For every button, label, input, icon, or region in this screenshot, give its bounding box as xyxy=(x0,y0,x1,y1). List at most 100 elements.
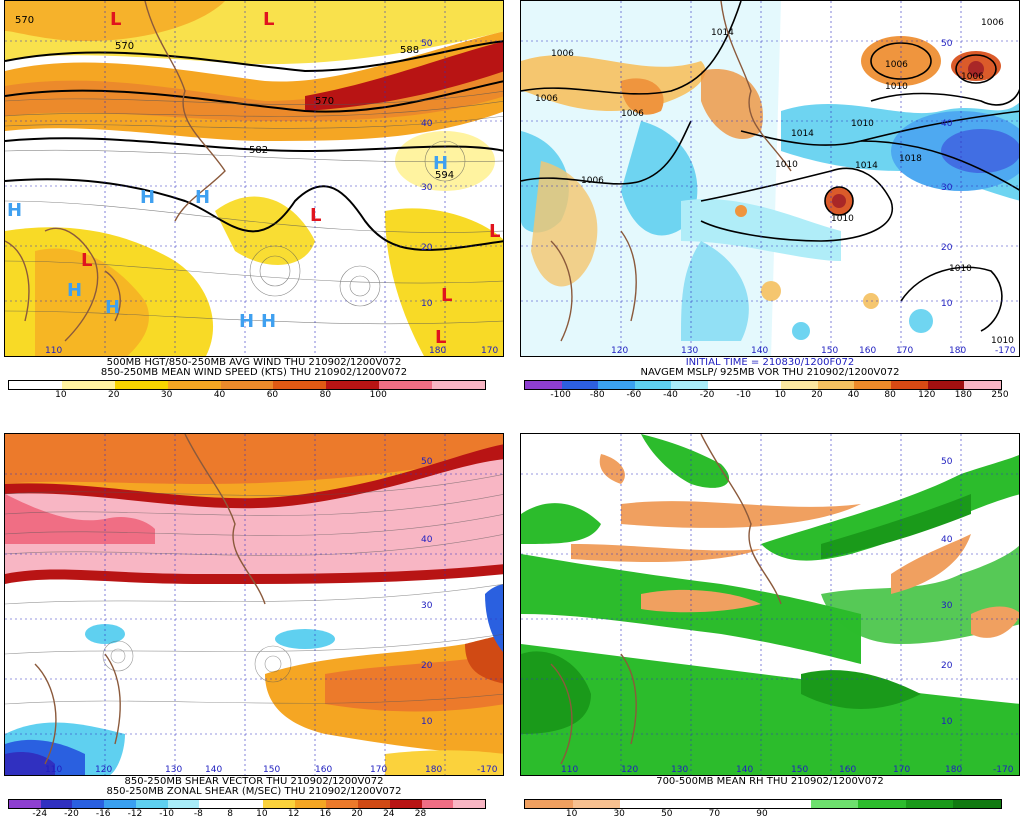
isobar-label: 1006 xyxy=(961,72,984,82)
color-scale-tick: 80 xyxy=(884,390,896,400)
color-scale-swatch xyxy=(167,800,200,808)
color-scale-tick: 90 xyxy=(756,809,768,819)
color-scale xyxy=(524,799,1002,809)
color-scale-tick: 120 xyxy=(918,390,936,400)
panel-caption: 850-250MB SHEAR VECTOR THU 210902/1200V0… xyxy=(124,776,384,787)
lat-label: 50 xyxy=(941,457,953,467)
lon-label: 160 xyxy=(839,765,856,775)
lat-label: 20 xyxy=(421,243,433,253)
color-scale-swatch xyxy=(561,381,599,389)
color-scale-swatch xyxy=(905,800,954,808)
color-scale-tick: 60 xyxy=(266,390,279,400)
color-scale-tick: -40 xyxy=(663,390,678,400)
color-scale-swatch xyxy=(810,800,859,808)
isobar-label: 1014 xyxy=(711,28,734,38)
color-scale-tick: 16 xyxy=(319,809,332,819)
lat-label: 20 xyxy=(941,243,953,253)
lon-label: 170 xyxy=(893,765,910,775)
color-scale-tick: 8 xyxy=(227,809,233,819)
color-scale-swatch xyxy=(634,381,672,389)
color-scale-swatch xyxy=(667,800,716,808)
low-pressure-letter: L xyxy=(489,221,500,242)
color-scale-tick: 30 xyxy=(160,390,173,400)
map-graphic: 50 40 30 20 10 110 120 130 140 150 160 1… xyxy=(521,434,1019,775)
map-mslp-vorticity: 1006 1014 1006 1010 1014 1006 1006 1010 … xyxy=(520,0,1020,357)
isobar-label: 1010 xyxy=(885,82,908,92)
lon-label: 130 xyxy=(165,765,182,775)
low-pressure-letter: L xyxy=(435,327,446,348)
color-scale-swatch xyxy=(432,381,486,389)
color-scale-tick: -20 xyxy=(64,809,79,819)
isobar-label: 1006 xyxy=(885,60,908,70)
lon-label: 140 xyxy=(736,765,753,775)
isobar-label: 1006 xyxy=(981,18,1004,28)
color-scale-swatch xyxy=(525,381,562,389)
color-scale-swatch xyxy=(817,381,855,389)
color-scale-swatch xyxy=(199,800,232,808)
color-scale-tick: -24 xyxy=(32,809,48,819)
color-scale-tick: 80 xyxy=(319,390,332,400)
height-label: 570 xyxy=(15,15,34,26)
color-scale-tick: 10 xyxy=(55,390,67,400)
color-scale-tick: 28 xyxy=(414,809,427,819)
color-scale-tick: 250 xyxy=(991,390,1009,400)
lon-label: 180 xyxy=(425,765,442,775)
color-scale-swatch xyxy=(964,381,1001,389)
color-scale-swatch xyxy=(231,800,263,808)
high-pressure-letter: H xyxy=(433,153,448,174)
isobar-label: 1006 xyxy=(621,109,644,119)
panel-caption: INITIAL TIME = 210830/1200F072 xyxy=(685,357,855,368)
lon-label: 130 xyxy=(681,346,698,356)
color-scale-swatch xyxy=(326,381,380,389)
lat-label: 10 xyxy=(421,717,433,727)
panel-caption: 700-500MB MEAN RH THU 210902/1200V072 xyxy=(656,776,884,787)
color-scale-swatch xyxy=(262,800,295,808)
panel-subcaption: NAVGEM MSLP/ 925MB VOR THU 210902/1200V0… xyxy=(640,367,900,378)
color-scale-tick: -10 xyxy=(159,809,175,819)
lon-label: 140 xyxy=(205,765,222,775)
color-scale-swatch xyxy=(326,800,359,808)
lat-label: 10 xyxy=(941,717,953,727)
color-scale-ticks: -24 -20 -16 -12 -10 -8 8 10 12 16 20 24 28 xyxy=(8,809,484,819)
color-scale-swatch xyxy=(421,800,454,808)
map-graphic: 570 570 582 588 570 594 L L L L L L L H … xyxy=(5,1,503,356)
color-scale-swatch xyxy=(220,381,274,389)
color-scale-swatch xyxy=(762,800,811,808)
isobar-label: 1006 xyxy=(551,49,574,59)
isobar-label: 1010 xyxy=(851,119,874,129)
high-pressure-letter: H xyxy=(105,297,120,318)
color-scale-swatch xyxy=(114,381,168,389)
color-scale-swatch xyxy=(389,800,422,808)
isobar-label: 1010 xyxy=(949,264,972,274)
lat-label: 30 xyxy=(941,601,953,611)
lon-label: 160 xyxy=(315,765,332,775)
color-scale-tick: -100 xyxy=(550,390,571,400)
color-scale-swatch xyxy=(358,800,390,808)
panel-500mb-height-wind: 570 570 582 588 570 594 L L L L L L L H … xyxy=(4,0,504,400)
height-label: 594 xyxy=(435,170,454,181)
color-scale-swatch xyxy=(453,800,486,808)
height-label: 570 xyxy=(115,41,134,52)
lon-label: 150 xyxy=(821,346,838,356)
panel-zonal-shear: 50 40 30 20 10 110 120 130 140 150 160 1… xyxy=(4,419,504,819)
low-pressure-letter: L xyxy=(310,205,321,226)
color-scale-tick: 20 xyxy=(108,390,120,400)
color-scale-swatch xyxy=(9,800,41,808)
map-graphic: 1006 1014 1006 1010 1014 1006 1006 1010 … xyxy=(521,1,1019,356)
lon-label: 120 xyxy=(621,765,638,775)
high-pressure-letter: H xyxy=(7,200,22,221)
color-scale-tick: -80 xyxy=(589,390,605,400)
height-label: 588 xyxy=(400,45,419,56)
color-scale-ticks: -100 -80 -60 -40 -20 -10 10 20 40 80 120 180 250 xyxy=(524,390,1008,400)
lat-label: 10 xyxy=(421,299,433,309)
color-scale-swatch xyxy=(708,381,745,389)
color-scale-tick: 20 xyxy=(811,390,823,400)
high-pressure-letter: H xyxy=(67,280,82,301)
lat-label: 40 xyxy=(421,535,433,545)
color-scale-swatch xyxy=(858,800,906,808)
high-pressure-letter: H xyxy=(239,311,254,332)
color-scale-tick: -8 xyxy=(193,809,203,819)
isobar-label: 1006 xyxy=(581,176,604,186)
color-scale-tick: 180 xyxy=(954,390,972,400)
color-scale-swatch xyxy=(927,381,965,389)
